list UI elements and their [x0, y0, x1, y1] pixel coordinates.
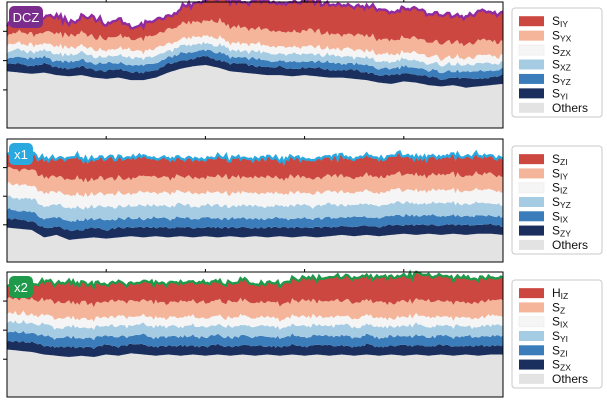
legend-swatch [519, 225, 544, 236]
panel-badge-label: x2 [14, 280, 28, 295]
legend-swatch [519, 211, 544, 222]
legend-label: Others [552, 238, 588, 252]
area-s-zy [7, 217, 503, 240]
area-others [7, 227, 503, 262]
axes-frame [6, 271, 504, 398]
legend-swatch [519, 345, 544, 356]
legend-swatch [519, 359, 544, 370]
area-h-iz [7, 271, 503, 308]
panel-badge [9, 143, 33, 165]
legend-label: Others [552, 372, 588, 386]
panel-badge-label: x1 [14, 147, 28, 162]
axes-frame [6, 1, 504, 129]
legend-swatch [518, 316, 545, 328]
area-others [7, 65, 503, 128]
area-s-zx [7, 35, 503, 67]
area-s-yx [7, 17, 503, 62]
total-outline [6, 149, 504, 167]
area-s-yi [7, 55, 503, 88]
legend-swatch [519, 88, 544, 99]
legend-swatch [518, 44, 545, 56]
panel-badge [9, 6, 43, 28]
panel-badge-label: DCZ [13, 10, 40, 25]
legend-swatch [519, 59, 544, 70]
area-s-z [7, 295, 503, 322]
area-s-iy [7, 166, 503, 197]
legend-swatch [519, 102, 544, 113]
legend-swatch [519, 154, 544, 165]
area-s-ix [7, 310, 503, 330]
legend-swatch [519, 16, 544, 27]
axes-frame [6, 138, 504, 263]
area-s-iz [7, 181, 503, 210]
area-s-yz [7, 195, 503, 222]
area-s-yi [7, 319, 503, 341]
legend-swatch [519, 197, 544, 207]
area-s-yz [7, 49, 503, 80]
legend-swatch [519, 239, 544, 250]
area-s-zx [7, 340, 503, 357]
area-s-xz [7, 41, 503, 74]
legend-swatch [519, 302, 544, 313]
legend-swatch [519, 30, 544, 41]
area-s-iy [7, 0, 503, 47]
area-others [7, 349, 503, 397]
legend-swatch [519, 168, 544, 179]
legend-label: Others [552, 101, 588, 115]
panel-badge [9, 276, 33, 298]
legend-swatch [519, 288, 544, 299]
area-s-zi [7, 330, 503, 350]
legend-swatch [519, 73, 544, 84]
legend-swatch [519, 331, 544, 341]
total-outline [6, 269, 504, 291]
legend-swatch [519, 373, 544, 384]
area-s-ix [7, 207, 503, 232]
legend-swatch [518, 182, 545, 194]
